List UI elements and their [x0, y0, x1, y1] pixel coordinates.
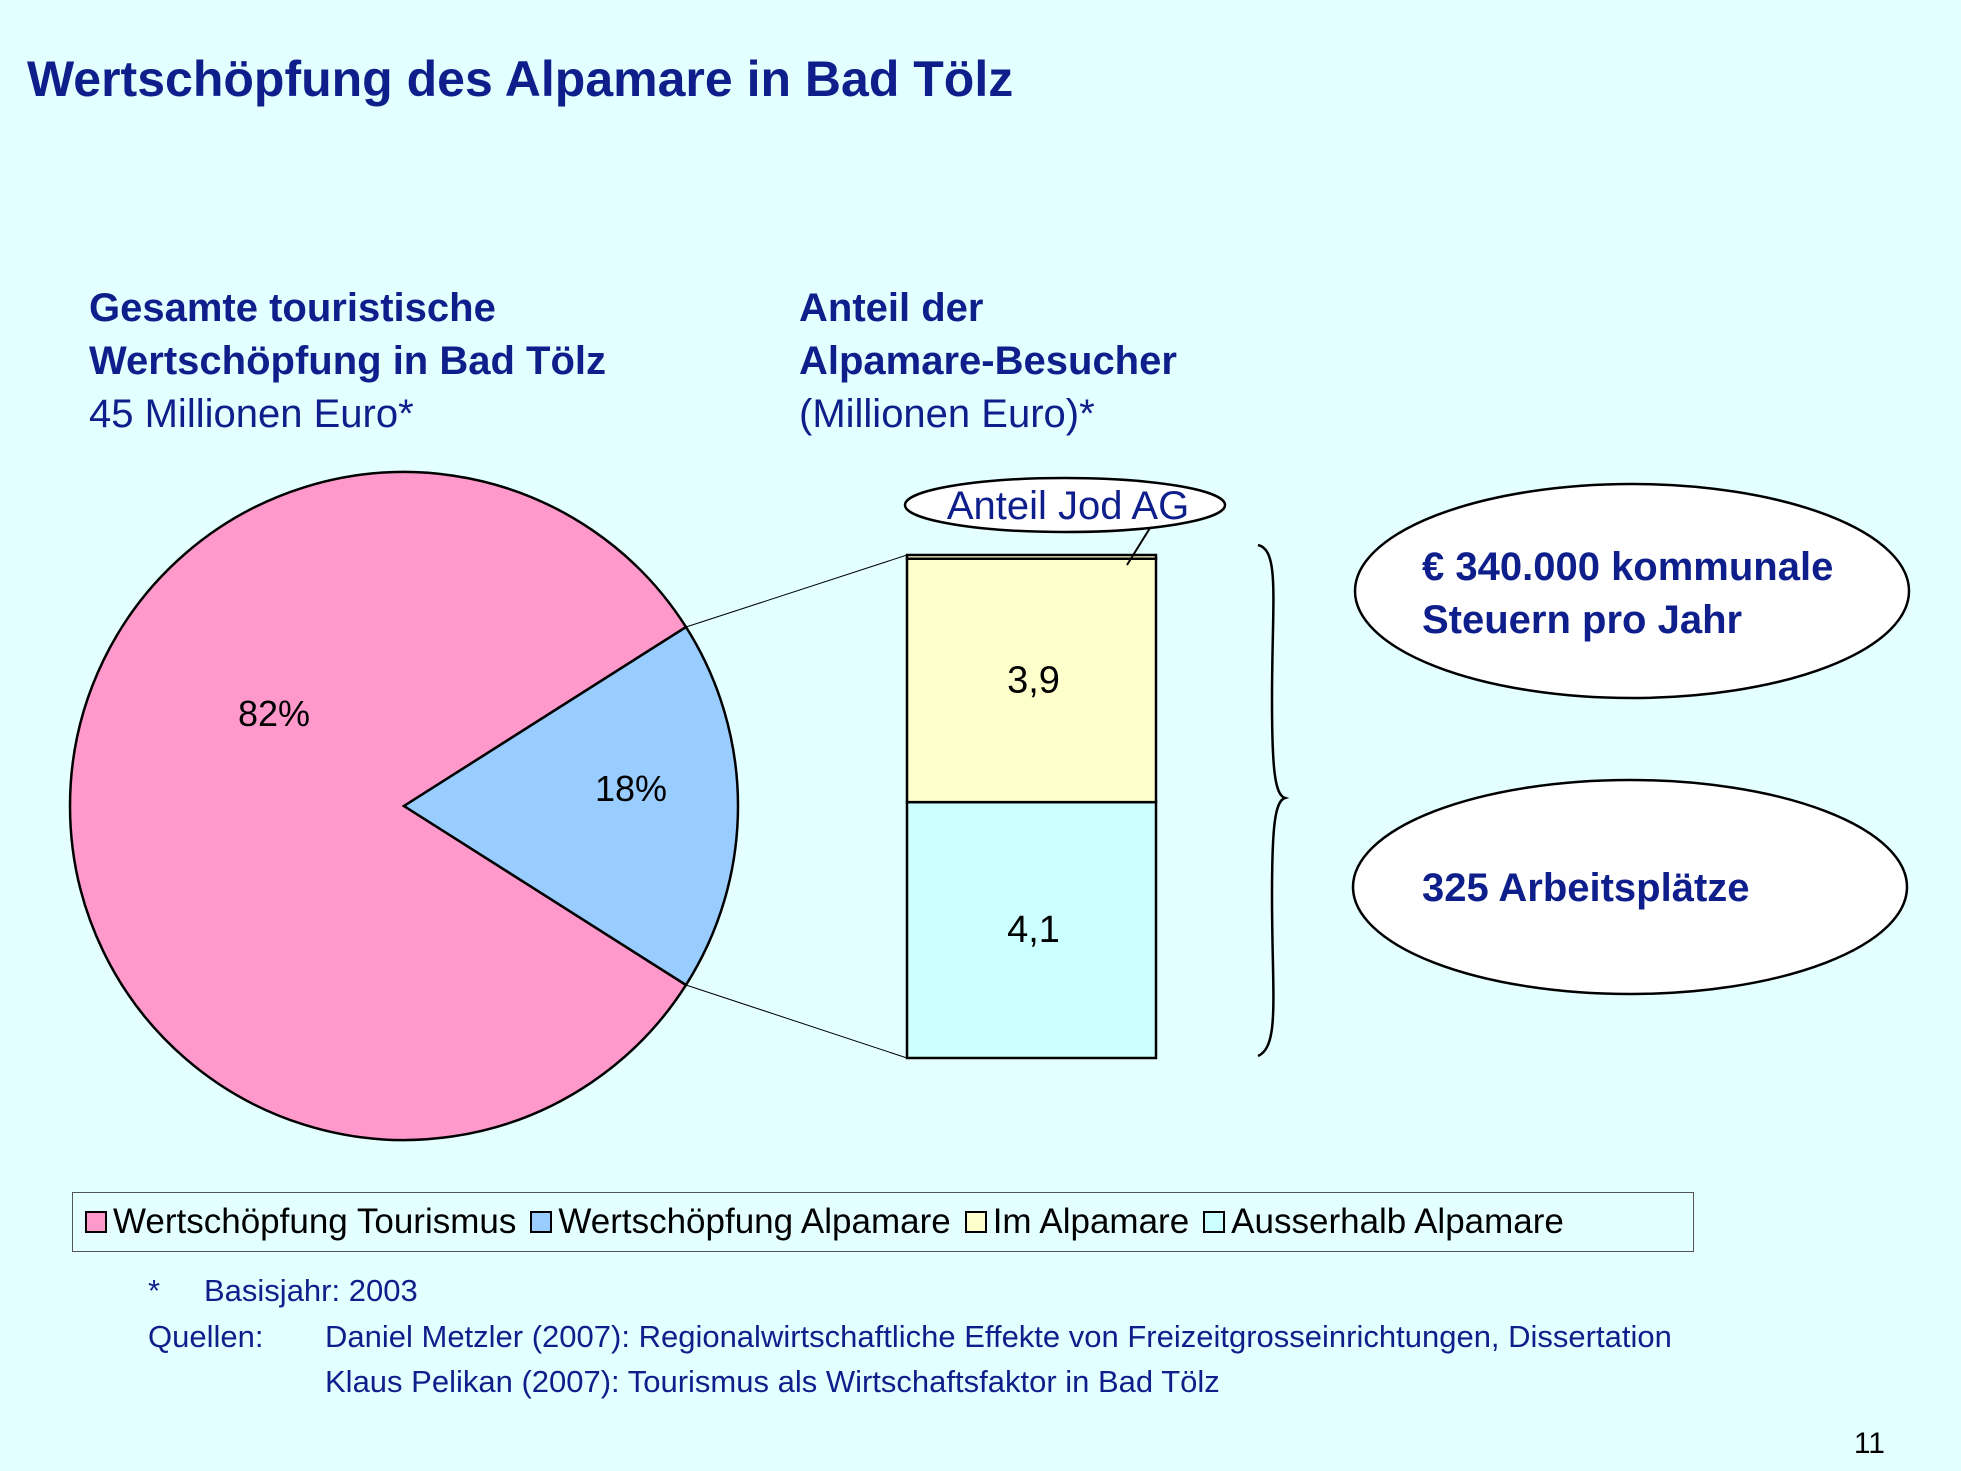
jobs-oval: [1351, 778, 1909, 996]
pie-heading-line3: 45 Millionen Euro*: [89, 392, 414, 436]
stacked-bar-chart: 4,1 3,9 Anteil Jod AG: [685, 476, 1227, 1060]
bar-heading-line1: Anteil der: [799, 286, 984, 330]
jobs-oval-text: 325 Arbeitsplätze: [1422, 866, 1750, 910]
legend-item-im-alpamare: Im Alpamare: [964, 1202, 1190, 1242]
pie-slice-tourismus: [68, 470, 688, 1142]
brace: [1257, 543, 1290, 1058]
legend-label: Wertschöpfung Alpamare: [558, 1202, 951, 1241]
legend-label: Ausserhalb Alpamare: [1231, 1202, 1564, 1241]
bar-segment-ausserhalb-alpamare: [905, 800, 1158, 1060]
taxes-oval-text: € 340.000 kommunale Steuern pro Jahr: [1422, 541, 1833, 647]
chart-legend: Wertschöpfung Tourismus Wertschöpfung Alp…: [72, 1192, 1694, 1252]
taxes-line1: € 340.000 kommunale: [1422, 545, 1834, 589]
footnote-basis: Basisjahr: 2003: [204, 1273, 418, 1308]
source-1: Daniel Metzler (2007): Regionalwirtschaf…: [325, 1319, 1672, 1354]
pie-label-alpamare: 18%: [595, 768, 667, 809]
taxes-oval: [1353, 482, 1911, 700]
jod-callout-oval: [903, 476, 1227, 534]
taxes-line2: Steuern pro Jahr: [1422, 598, 1743, 642]
page-title: Wertschöpfung des Alpamare in Bad Tölz: [27, 51, 1014, 107]
footnote-star: *: [148, 1273, 161, 1308]
jod-callout-pointer: [1126, 527, 1151, 566]
connector-top: [685, 554, 908, 628]
connector-bottom: [685, 984, 908, 1059]
bar-label-im-alpamare: 3,9: [1007, 659, 1060, 701]
pie-heading: Gesamte touristische Wertschöpfung in Ba…: [89, 282, 606, 441]
legend-swatch: [530, 1211, 553, 1233]
legend-item-ausserhalb-alpamare: Ausserhalb Alpamare: [1203, 1202, 1564, 1242]
bar-heading-line3: (Millionen Euro)*: [799, 392, 1095, 436]
legend-swatch: [964, 1211, 987, 1233]
bar-label-ausserhalb-alpamare: 4,1: [1007, 909, 1060, 951]
pie-heading-line1: Gesamte touristische: [89, 286, 496, 330]
pie-label-tourismus: 82%: [238, 693, 310, 734]
legend-item-wertschöpfung-tourismus: Wertschöpfung Tourismus: [85, 1202, 516, 1242]
source-2: Klaus Pelikan (2007): Tourismus als Wirt…: [325, 1364, 1220, 1399]
pie-heading-line2: Wertschöpfung in Bad Tölz: [89, 339, 607, 383]
legend-swatch: [1203, 1211, 1226, 1233]
legend-swatch: [85, 1211, 107, 1233]
bar-segment-im-alpamare: [905, 557, 1158, 804]
bar-heading-line2: Alpamare-Besucher: [799, 339, 1177, 383]
sources-label: Quellen:: [148, 1319, 264, 1354]
jod-callout-text: Anteil Jod AG: [947, 484, 1189, 528]
pie-slice-alpamare: [401, 625, 740, 987]
bar-heading: Anteil der Alpamare-Besucher (Millionen …: [799, 282, 1177, 441]
pie-chart: 82% 18%: [68, 470, 740, 1142]
legend-item-wertschöpfung-alpamare: Wertschöpfung Alpamare: [530, 1202, 951, 1242]
page-number: 11: [1853, 1427, 1885, 1460]
legend-label: Wertschöpfung Tourismus: [113, 1202, 517, 1241]
legend-label: Im Alpamare: [992, 1202, 1190, 1241]
bar-segment-anteil-jod-ag: [905, 553, 1158, 560]
